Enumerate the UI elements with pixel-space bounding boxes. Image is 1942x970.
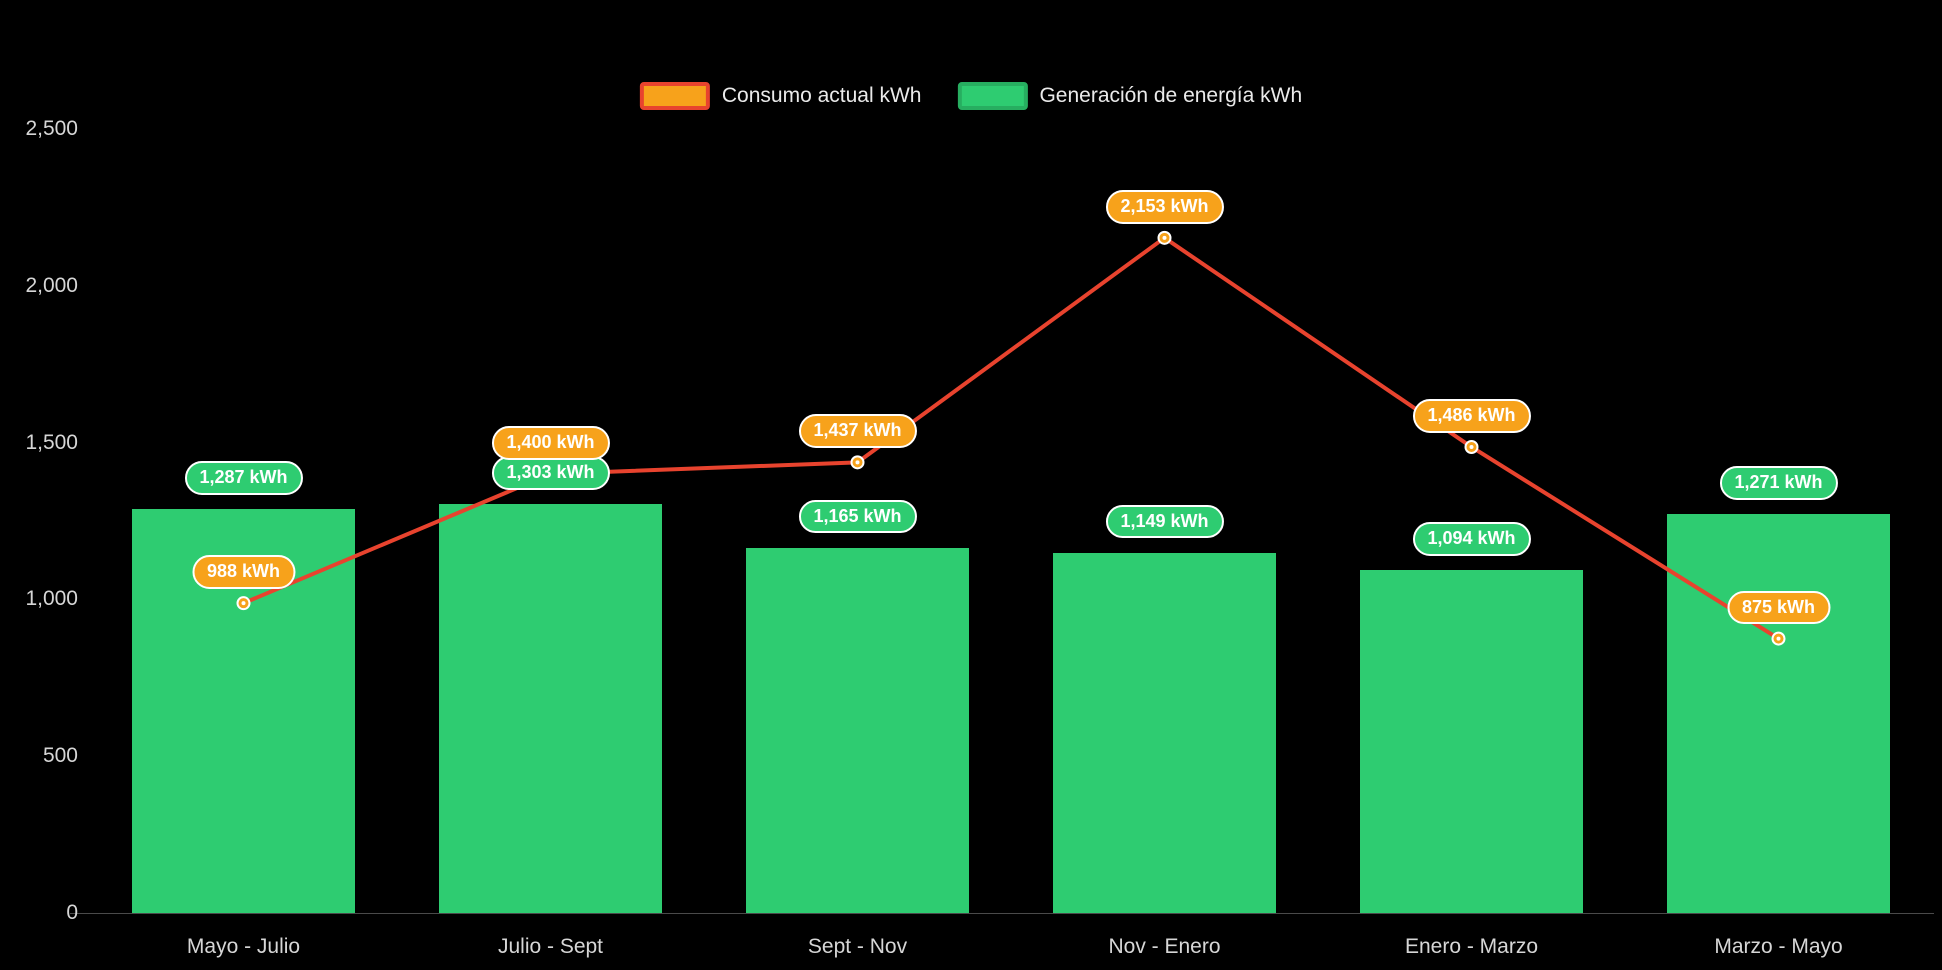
consumo-value-badge: 1,437 kWh [798,414,917,449]
generacion-swatch-icon [957,82,1028,110]
x-axis-label: Mayo - Julio [186,935,301,958]
generacion-value-badge: 1,303 kWh [491,456,610,491]
y-axis-tick-label: 500 [42,744,78,768]
generacion-bar[interactable] [1667,514,1890,913]
y-axis-tick-label: 1,000 [25,587,78,611]
consumo-point-center [855,460,860,465]
generacion-value-badge: 1,149 kWh [1105,504,1224,539]
y-axis-tick-label: 0 [66,901,78,924]
y-axis-tick-label: 2,500 [25,117,78,140]
consumo-point-center [241,601,246,606]
x-axis-label: Sept - Nov [807,935,908,958]
x-axis-label: Nov - Enero [1108,935,1221,958]
legend-label-generacion: Generación de energía kWh [1039,84,1303,107]
x-axis-label: Marzo - Mayo [1714,935,1843,958]
generacion-bar[interactable] [746,547,969,913]
legend-item-generacion[interactable]: Generación de energía kWh [957,82,1302,110]
consumo-value-badge: 1,486 kWh [1412,398,1531,433]
generacion-bar[interactable] [1053,552,1276,913]
chart-legend: Consumo actual kWh Generación de energía… [639,82,1302,110]
consumo-value-badge: 2,153 kWh [1105,189,1224,224]
x-axis-line [70,913,1934,914]
consumo-swatch-icon [639,82,710,110]
consumo-point-center [1776,636,1781,641]
generacion-value-badge: 1,287 kWh [184,461,303,496]
legend-label-consumo: Consumo actual kWh [721,84,922,107]
generacion-bar[interactable] [439,504,662,913]
consumo-point-center [1469,444,1474,449]
y-axis-tick-label: 2,000 [25,273,78,297]
consumo-value-badge: 875 kWh [1726,590,1831,625]
legend-item-consumo[interactable]: Consumo actual kWh [639,82,922,110]
y-axis-tick-label: 1,500 [25,430,78,454]
consumo-value-badge: 988 kWh [191,555,296,589]
consumo-value-badge: 1,400 kWh [491,425,610,460]
consumo-point-center [1162,235,1167,240]
x-axis-label: Enero - Marzo [1404,935,1539,958]
generacion-value-badge: 1,165 kWh [798,499,917,534]
generacion-bar[interactable] [1360,569,1583,913]
generacion-value-badge: 1,271 kWh [1719,466,1838,501]
generacion-value-badge: 1,094 kWh [1412,521,1531,556]
x-axis-label: Julio - Sept [497,935,604,958]
